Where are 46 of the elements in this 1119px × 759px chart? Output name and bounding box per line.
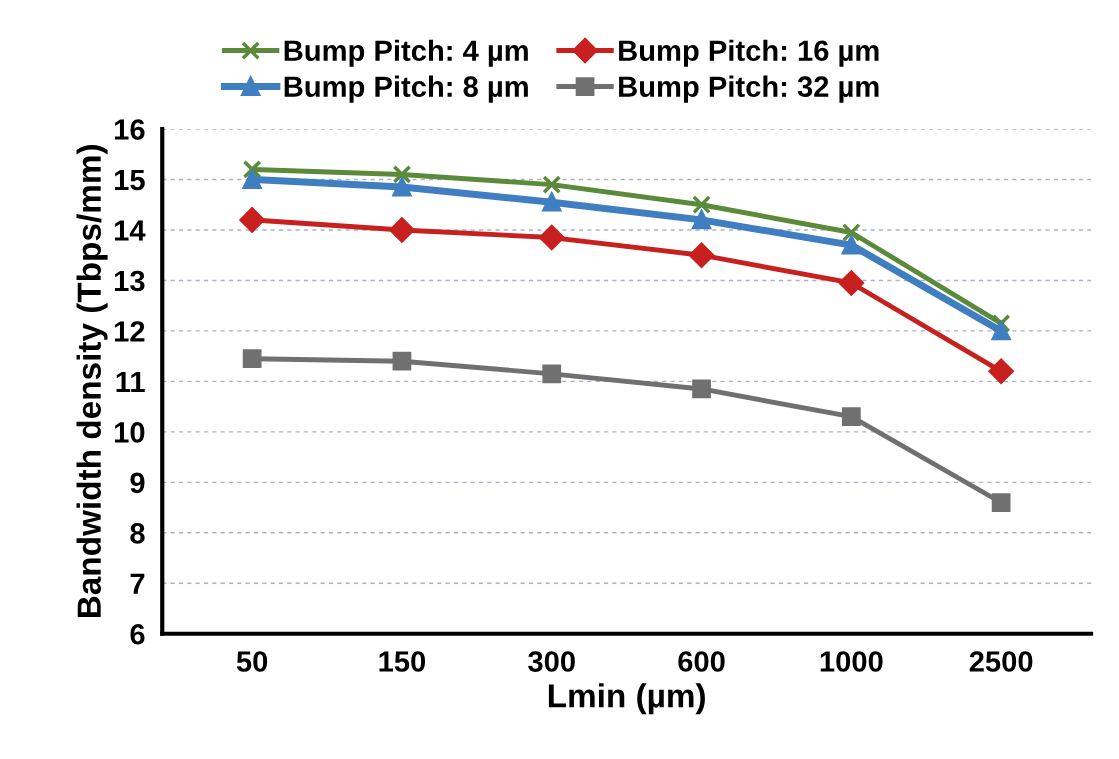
y-tick-label: 15: [114, 170, 145, 191]
x-tick-label: 1000: [820, 651, 883, 672]
y-tick-label: 7: [130, 573, 145, 594]
point: [542, 364, 562, 384]
y-axis-title: Bandwidth density (Tbps/mm): [76, 145, 108, 618]
y-tick-label: 11: [116, 371, 145, 392]
x-tick-label: 150: [379, 651, 426, 672]
point: [991, 493, 1011, 512]
point: [539, 225, 565, 251]
point: [389, 217, 415, 243]
point: [990, 319, 1012, 341]
point: [691, 208, 712, 230]
point: [689, 242, 715, 268]
point: [242, 349, 262, 369]
x-axis-title: Lmin (µm): [548, 683, 705, 715]
y-tick-label: 16: [114, 119, 145, 140]
y-tick-label: 13: [114, 270, 145, 292]
legend-label: Bump Pitch: 32 µm: [619, 75, 879, 103]
legend-label: Bump Pitch: 8 µm: [284, 75, 528, 103]
point: [692, 379, 711, 399]
x-tick-label: 300: [528, 651, 575, 672]
point: [988, 358, 1014, 384]
x-tick-label: 600: [678, 651, 725, 672]
point: [392, 351, 412, 371]
legend-label: Bump Pitch: 16 µm: [619, 39, 879, 67]
point: [242, 160, 262, 179]
point: [692, 195, 711, 215]
y-tick-label: 8: [130, 523, 145, 544]
point: [838, 270, 864, 296]
x-tick-label: 50: [236, 651, 268, 672]
point: [542, 175, 562, 194]
y-tick-label: 14: [114, 220, 146, 241]
point: [239, 207, 265, 233]
point: [392, 165, 412, 184]
y-tick-label: 6: [130, 623, 145, 645]
legend-label: Bump Pitch: 4 µm: [284, 39, 528, 67]
point: [242, 170, 262, 189]
y-tick-label: 9: [130, 472, 145, 494]
point: [841, 233, 862, 255]
y-tick-label: 12: [114, 321, 145, 342]
point: [541, 190, 562, 212]
y-tick-label: 10: [114, 422, 145, 443]
point: [841, 407, 861, 427]
point: [391, 175, 413, 197]
x-tick-label: 2500: [969, 651, 1033, 672]
point: [841, 223, 861, 242]
